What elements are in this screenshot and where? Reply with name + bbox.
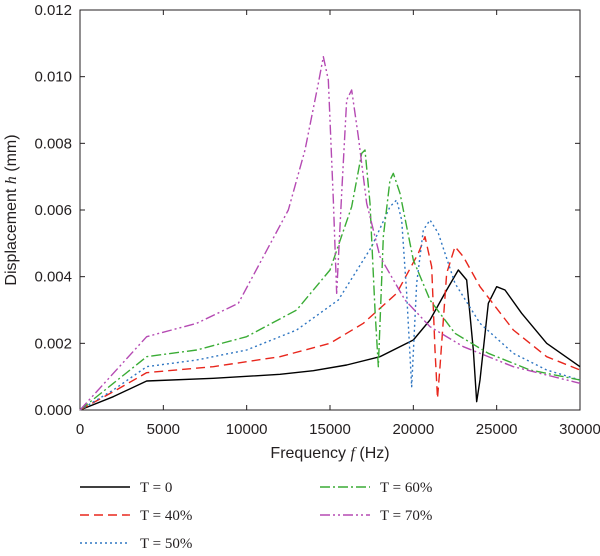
series-line — [79, 149, 581, 411]
x-tick-label: 30000 — [559, 421, 600, 438]
y-tick-label: 0.012 — [34, 2, 72, 19]
legend-label: T = 60% — [380, 480, 432, 496]
y-axis-title: Displacement h (mm) — [3, 134, 20, 285]
legend-label: T = 40% — [140, 508, 192, 524]
x-tick-label: 0 — [76, 421, 84, 438]
x-tick-label: 10000 — [226, 421, 268, 438]
plot-area-border — [79, 9, 581, 411]
y-tick-label: 0.010 — [34, 69, 72, 86]
x-tick-label: 25000 — [476, 421, 518, 438]
y-tick-label: 0.008 — [34, 135, 72, 152]
x-tick-label: 15000 — [309, 421, 351, 438]
y-tick-label: 0.004 — [34, 269, 72, 286]
y-tick-label: 0.000 — [34, 402, 72, 419]
x-axis-title: Frequency f (Hz) — [270, 445, 389, 462]
x-tick-label: 5000 — [147, 421, 180, 438]
legend-label: T = 50% — [140, 536, 192, 552]
legend-label: T = 70% — [380, 508, 432, 524]
y-tick-label: 0.006 — [34, 202, 72, 219]
y-tick-label: 0.002 — [34, 335, 72, 352]
series-line — [79, 55, 581, 411]
series-line — [79, 235, 581, 411]
legend: T = 0 T = 40% T = 50% T = 60% T = 70% — [80, 480, 432, 552]
legend-label: T = 0 — [140, 480, 172, 496]
series-line — [79, 269, 581, 411]
y-axis-ticks: 0.000 0.002 0.004 0.006 0.008 0.010 0.012 — [34, 2, 580, 419]
series-layer — [79, 55, 581, 411]
x-axis-ticks: 0 5000 10000 15000 20000 25000 30000 — [76, 10, 600, 438]
series-line — [79, 199, 581, 411]
plot-frame — [79, 9, 581, 411]
x-tick-label: 20000 — [392, 421, 434, 438]
